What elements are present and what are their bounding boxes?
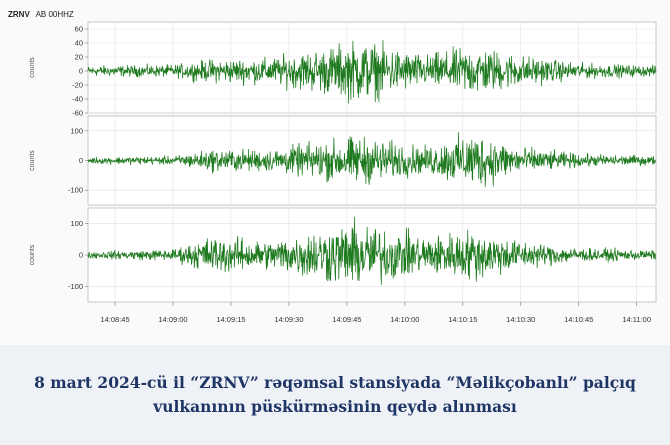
waveform-trace — [87, 40, 657, 104]
x-tick-label: 14:11:00 — [622, 315, 651, 324]
x-tick-label: 14:10:00 — [390, 315, 419, 324]
y-tick-label: 0 — [79, 251, 83, 260]
panels-layer: 60 40 20 0 -20 -40 -60 counts 100 0 -100 counts 100 0… — [29, 21, 657, 303]
x-tick-label: 14:09:15 — [216, 315, 245, 324]
figure-caption: 8 mart 2024-cü il “ZRNV” rəqəmsal stansi… — [34, 373, 636, 416]
time-axis: 14:08:45 14:09:00 14:09:15 14:09:30 14:09:45… — [100, 302, 651, 324]
y-tick-label: 20 — [75, 53, 83, 62]
x-tick-label: 14:09:45 — [332, 315, 361, 324]
y-tick-label: -60 — [72, 109, 83, 118]
station-code: ZRNV — [8, 10, 30, 19]
x-tick-label: 14:10:30 — [506, 315, 535, 324]
panel-3: 100 0 -100 counts — [29, 207, 657, 303]
y-tick-label: 0 — [79, 156, 83, 165]
seismogram-chart: ZRNV AB 00HHZ 60 40 20 0 -20 -40 -60 counts 100 0… — [8, 10, 657, 324]
y-tick-label: 0 — [79, 67, 83, 76]
x-tick-label: 14:10:15 — [448, 315, 477, 324]
y-tick-label: -100 — [68, 186, 83, 195]
panel-2: 100 0 -100 counts — [29, 115, 657, 206]
channel-code: AB 00HHZ — [36, 10, 74, 19]
y-axis-label: counts — [29, 244, 36, 265]
y-tick-label: -40 — [72, 95, 83, 104]
y-tick-label: -100 — [68, 282, 83, 291]
y-tick-label: 100 — [70, 219, 83, 228]
y-axis-label: counts — [29, 150, 36, 171]
waveform-trace — [87, 216, 657, 285]
seismogram-figure: ZRNV AB 00HHZ 60 40 20 0 -20 -40 -60 counts 100 0… — [8, 10, 657, 324]
y-tick-label: 60 — [75, 25, 83, 34]
x-tick-label: 14:09:00 — [158, 315, 187, 324]
y-tick-label: 100 — [70, 126, 83, 135]
waveform-trace — [87, 132, 657, 187]
y-axis-label: counts — [29, 57, 36, 78]
y-tick-label: -20 — [72, 81, 83, 90]
caption-band: 8 mart 2024-cü il “ZRNV” rəqəmsal stansi… — [0, 345, 670, 445]
x-tick-label: 14:10:45 — [564, 315, 593, 324]
panel-1: 60 40 20 0 -20 -40 -60 counts — [29, 21, 657, 118]
station-code-label: ZRNV AB 00HHZ — [8, 10, 74, 19]
x-tick-label: 14:08:45 — [100, 315, 129, 324]
x-tick-label: 14:09:30 — [274, 315, 303, 324]
y-tick-label: 40 — [75, 39, 83, 48]
